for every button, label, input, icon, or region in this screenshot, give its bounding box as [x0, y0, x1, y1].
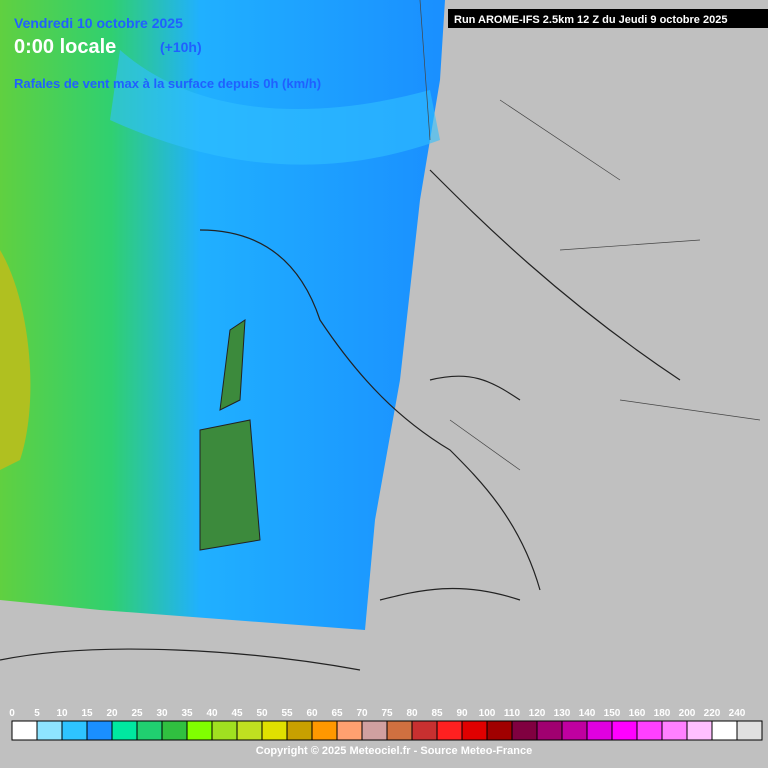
legend-tick-label: 150	[604, 708, 621, 719]
legend-tick-label: 90	[456, 708, 468, 719]
legend-tick-label: 140	[579, 708, 596, 719]
legend-tick-label: 160	[629, 708, 646, 719]
legend: 0 5 10 15 20 25 30 35 40 45 50 55 60 65 70 75 80 85 90 100 1…	[9, 708, 763, 741]
legend-tick-label: 30	[156, 708, 168, 719]
legend-tick-label: 35	[181, 708, 193, 719]
legend-swatch	[386, 720, 413, 741]
legend-swatch	[236, 720, 263, 741]
legend-swatch	[436, 720, 463, 741]
legend-swatch	[161, 720, 188, 741]
legend-swatch	[336, 720, 363, 741]
legend-swatch	[411, 720, 438, 741]
legend-swatch	[86, 720, 113, 741]
legend-tick-label: 40	[206, 708, 218, 719]
legend-swatch	[736, 720, 763, 741]
parameter: Rafales de vent max à la surface depuis …	[14, 76, 321, 91]
legend-swatch	[286, 720, 313, 741]
legend-swatch	[536, 720, 563, 741]
legend-swatch	[61, 720, 88, 741]
legend-tick-label: 130	[554, 708, 571, 719]
legend-swatch	[486, 720, 513, 741]
legend-tick-label: 180	[654, 708, 671, 719]
legend-tick-label: 85	[431, 708, 443, 719]
borders	[419, 0, 761, 471]
legend-tick-label: 65	[331, 708, 343, 719]
legend-swatch	[361, 720, 388, 741]
legend-tick-label: 200	[679, 708, 696, 719]
offset: (+10h)	[160, 39, 202, 55]
legend-swatch	[461, 720, 488, 741]
legend-swatch	[511, 720, 538, 741]
legend-swatch	[661, 720, 688, 741]
legend-tick-label: 70	[356, 708, 368, 719]
legend-tick-label: 5	[34, 708, 40, 719]
coastlines	[0, 169, 681, 671]
field-alps	[110, 50, 440, 165]
legend-tick-label: 55	[281, 708, 293, 719]
legend-tick-label: 240	[729, 708, 746, 719]
legend-swatch	[11, 720, 38, 741]
legend-swatch	[111, 720, 138, 741]
legend-swatch	[186, 720, 213, 741]
legend-swatch	[636, 720, 663, 741]
legend-swatch	[261, 720, 288, 741]
legend-swatch	[611, 720, 638, 741]
legend-tick-label: 220	[704, 708, 721, 719]
legend-tick-label: 10	[56, 708, 68, 719]
legend-tick-label: 15	[81, 708, 93, 719]
legend-tick-label: 45	[231, 708, 243, 719]
legend-swatch	[711, 720, 738, 741]
legend-tick-label: 120	[529, 708, 546, 719]
legend-swatch	[686, 720, 713, 741]
legend-swatch	[136, 720, 163, 741]
legend-tick-label: 60	[306, 708, 318, 719]
legend-tick-label: 80	[406, 708, 418, 719]
legend-tick-label: 110	[504, 708, 521, 719]
time: 0:00 locale	[14, 36, 116, 58]
islands	[199, 319, 261, 551]
field-strong	[0, 250, 31, 470]
legend-tick-label: 100	[479, 708, 496, 719]
legend-tick-label: 75	[381, 708, 393, 719]
legend-swatch	[561, 720, 588, 741]
copyright: Copyright © 2025 Meteociel.fr - Source M…	[256, 745, 532, 757]
legend-swatch	[211, 720, 238, 741]
legend-swatch	[36, 720, 63, 741]
date: Vendredi 10 octobre 2025	[14, 15, 183, 31]
legend-tick-label: 25	[131, 708, 143, 719]
run-info: Run AROME-IFS 2.5km 12 Z du Jeudi 9 octo…	[454, 14, 727, 26]
legend-tick-label: 0	[9, 708, 15, 719]
legend-tick-label: 20	[106, 708, 118, 719]
legend-tick-label: 50	[256, 708, 268, 719]
run-banner	[448, 9, 768, 28]
legend-swatch	[311, 720, 338, 741]
legend-swatch	[586, 720, 613, 741]
